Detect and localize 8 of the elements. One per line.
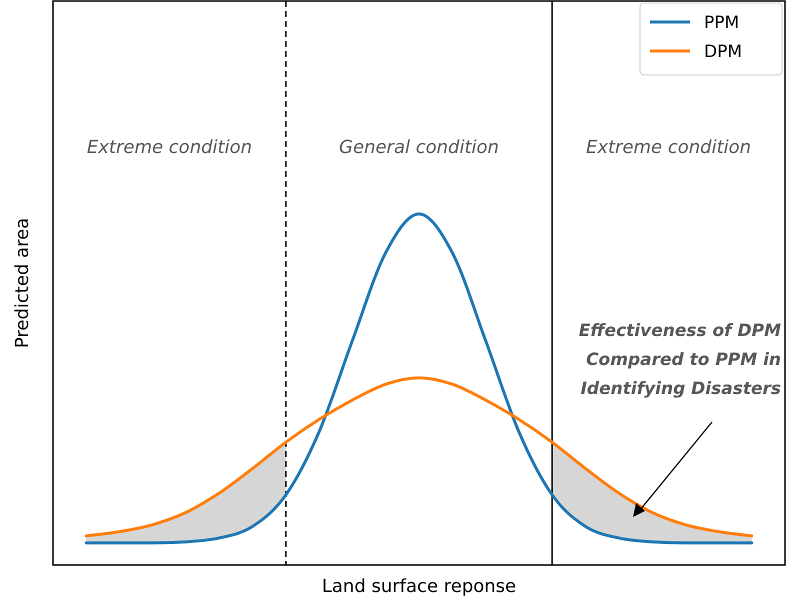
text: Extreme condition <box>86 137 252 158</box>
legend-label: DPM <box>704 42 742 62</box>
text: General condition <box>339 137 499 158</box>
legend-label: PPM <box>704 13 740 33</box>
y-axis-title: Predicted area <box>12 218 33 348</box>
annotation: Effectiveness of DPM Compared to PPM in Identifying Disasters <box>578 321 782 399</box>
x-axis-title: Land surface reponse <box>322 576 516 597</box>
text: Extreme condition <box>586 137 752 158</box>
